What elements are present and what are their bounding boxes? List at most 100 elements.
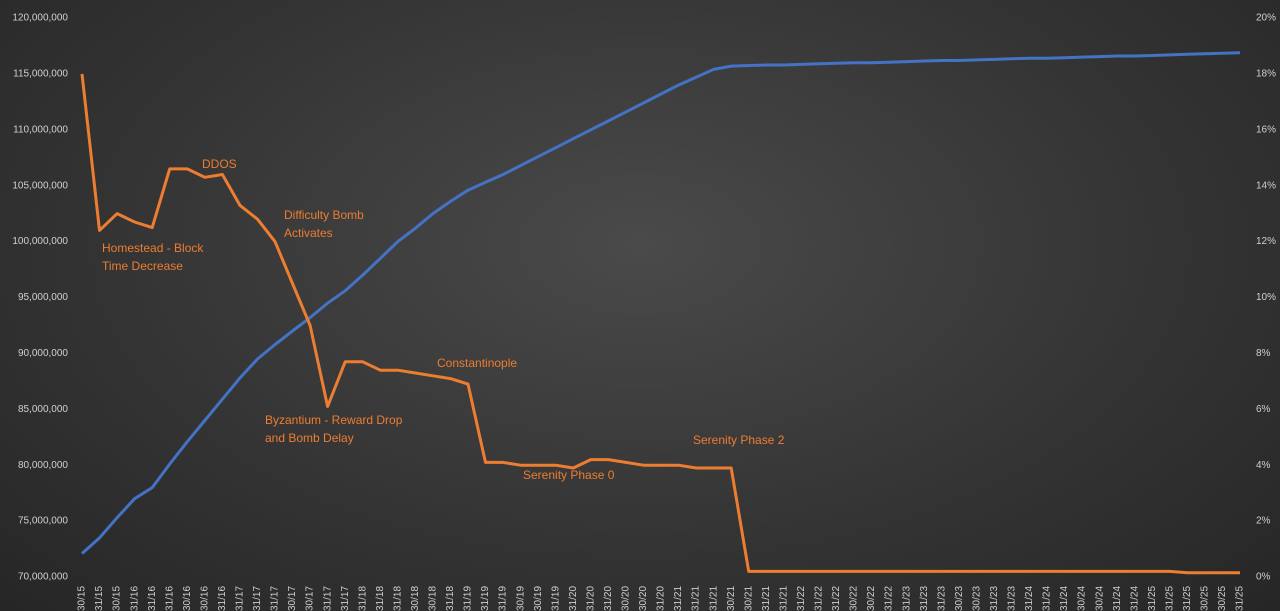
x-tick-label: 30/22 — [849, 586, 860, 611]
x-tick-label: 31/25 — [1164, 586, 1175, 611]
x-tick-label: 31/18 — [375, 586, 386, 611]
annotation: Homestead - Block Time Decrease — [102, 241, 204, 273]
y-tick-label: 90,000,000 — [18, 348, 68, 359]
y2-tick-label: 12% — [1256, 236, 1276, 247]
annotation: Serenity Phase 2 — [693, 433, 785, 447]
annotation: Difficulty Bomb Activates — [284, 208, 364, 240]
x-tick-label: 31/18 — [445, 586, 456, 611]
annotation: Constantinople — [437, 356, 517, 370]
y2-tick-label: 18% — [1256, 69, 1276, 80]
x-tick-label: 30/17 — [305, 586, 316, 611]
y2-tick-label: 2% — [1256, 516, 1271, 527]
annotation-line: Time Decrease — [102, 259, 183, 273]
x-tick-label: 30/18 — [428, 586, 439, 611]
x-tick-label: 31/25 — [1235, 586, 1246, 611]
x-tick-label: 31/21 — [691, 586, 702, 611]
x-tick-label: 30/24 — [1094, 586, 1105, 611]
y-tick-label: 95,000,000 — [18, 292, 68, 303]
annotation-line: Byzantium - Reward Drop — [265, 413, 403, 427]
x-tick-label: 30/20 — [638, 586, 649, 611]
y-tick-label: 100,000,000 — [12, 236, 68, 247]
x-tick-label: 31/22 — [814, 586, 825, 611]
series-line — [81, 51, 1241, 555]
x-tick-label: 31/16 — [129, 586, 140, 611]
x-tick-label: 31/21 — [761, 586, 772, 611]
annotation-line: Serenity Phase 0 — [523, 468, 615, 482]
x-tick-label: 31/20 — [585, 586, 596, 611]
annotation-line: Difficulty Bomb — [284, 208, 364, 222]
x-tick-label: 31/22 — [831, 586, 842, 611]
x-tick-label: 31/24 — [1024, 586, 1035, 611]
y2-tick-label: 16% — [1256, 124, 1276, 135]
y2-tick-label: 10% — [1256, 292, 1276, 303]
x-tick-label: 31/19 — [550, 586, 561, 611]
x-tick-label: 31/21 — [673, 586, 684, 611]
x-tick-label: 31/23 — [989, 586, 1000, 611]
x-tick-label: 30/22 — [866, 586, 877, 611]
x-tick-label: 31/24 — [1059, 586, 1070, 611]
x-tick-label: 30/19 — [515, 586, 526, 611]
x-tick-label: 31/19 — [463, 586, 474, 611]
annotation: DDOS — [202, 157, 237, 171]
x-tick-label: 31/23 — [901, 586, 912, 611]
x-tick-label: 31/21 — [708, 586, 719, 611]
x-tick-label: 31/16 — [164, 586, 175, 611]
x-tick-label: 31/22 — [796, 586, 807, 611]
y2-tick-label: 20% — [1256, 13, 1276, 24]
x-tick-label: 31/25 — [1182, 586, 1193, 611]
annotation-line: DDOS — [202, 157, 237, 171]
x-tick-label: 30/15 — [77, 586, 88, 611]
x-tick-label: 30/25 — [1217, 586, 1228, 611]
x-tick-label: 31/17 — [340, 586, 351, 611]
x-tick-label: 30/23 — [971, 586, 982, 611]
annotation-line: Activates — [284, 226, 333, 240]
y-tick-label: 120,000,000 — [12, 13, 68, 24]
y2-tick-label: 14% — [1256, 180, 1276, 191]
y-tick-label: 105,000,000 — [12, 180, 68, 191]
x-tick-label: 31/22 — [884, 586, 895, 611]
x-tick-label: 30/20 — [621, 586, 632, 611]
y-tick-label: 75,000,000 — [18, 516, 68, 527]
x-tick-label: 30/18 — [410, 586, 421, 611]
x-tick-label: 31/23 — [919, 586, 930, 611]
annotation: Serenity Phase 0 — [523, 468, 615, 482]
x-tick-label: 30/21 — [743, 586, 754, 611]
x-tick-label: 30/23 — [954, 586, 965, 611]
x-tick-label: 31/16 — [147, 586, 158, 611]
y2-tick-label: 4% — [1256, 460, 1271, 471]
x-tick-label: 30/16 — [182, 586, 193, 611]
x-tick-label: 31/17 — [252, 586, 263, 611]
annotation: Byzantium - Reward Drop and Bomb Delay — [265, 413, 403, 445]
annotation-line: Constantinople — [437, 356, 517, 370]
y2-tick-label: 0% — [1256, 572, 1271, 583]
x-tick-label: 31/21 — [778, 586, 789, 611]
x-tick-label: 31/18 — [357, 586, 368, 611]
x-tick-label: 31/19 — [480, 586, 491, 611]
x-tick-label: 31/17 — [270, 586, 281, 611]
x-tick-label: 31/24 — [1112, 586, 1123, 611]
x-tick-label: 30/21 — [726, 586, 737, 611]
y2-tick-label: 8% — [1256, 348, 1271, 359]
x-tick-label: 31/15 — [94, 586, 105, 611]
y-tick-label: 80,000,000 — [18, 460, 68, 471]
x-tick-label: 31/16 — [217, 586, 228, 611]
x-tick-label: 30/25 — [1200, 586, 1211, 611]
x-tick-label: 31/23 — [936, 586, 947, 611]
annotation-line: Serenity Phase 2 — [693, 433, 785, 447]
annotation-line: Homestead - Block — [102, 241, 204, 255]
x-tick-label: 31/24 — [1042, 586, 1053, 611]
x-tick-label: 31/24 — [1129, 586, 1140, 611]
x-tick-label: 31/25 — [1147, 586, 1158, 611]
y-tick-label: 110,000,000 — [13, 124, 68, 135]
x-tick-label: 30/19 — [533, 586, 544, 611]
x-tick-label: 30/24 — [1077, 586, 1088, 611]
x-tick-label: 30/15 — [112, 586, 123, 611]
x-tick-label: 31/20 — [568, 586, 579, 611]
x-tick-label: 31/17 — [235, 586, 246, 611]
y2-tick-label: 6% — [1256, 404, 1271, 415]
series-line — [80, 73, 1240, 575]
y-tick-label: 85,000,000 — [18, 404, 68, 415]
y-tick-label: 70,000,000 — [18, 572, 68, 583]
